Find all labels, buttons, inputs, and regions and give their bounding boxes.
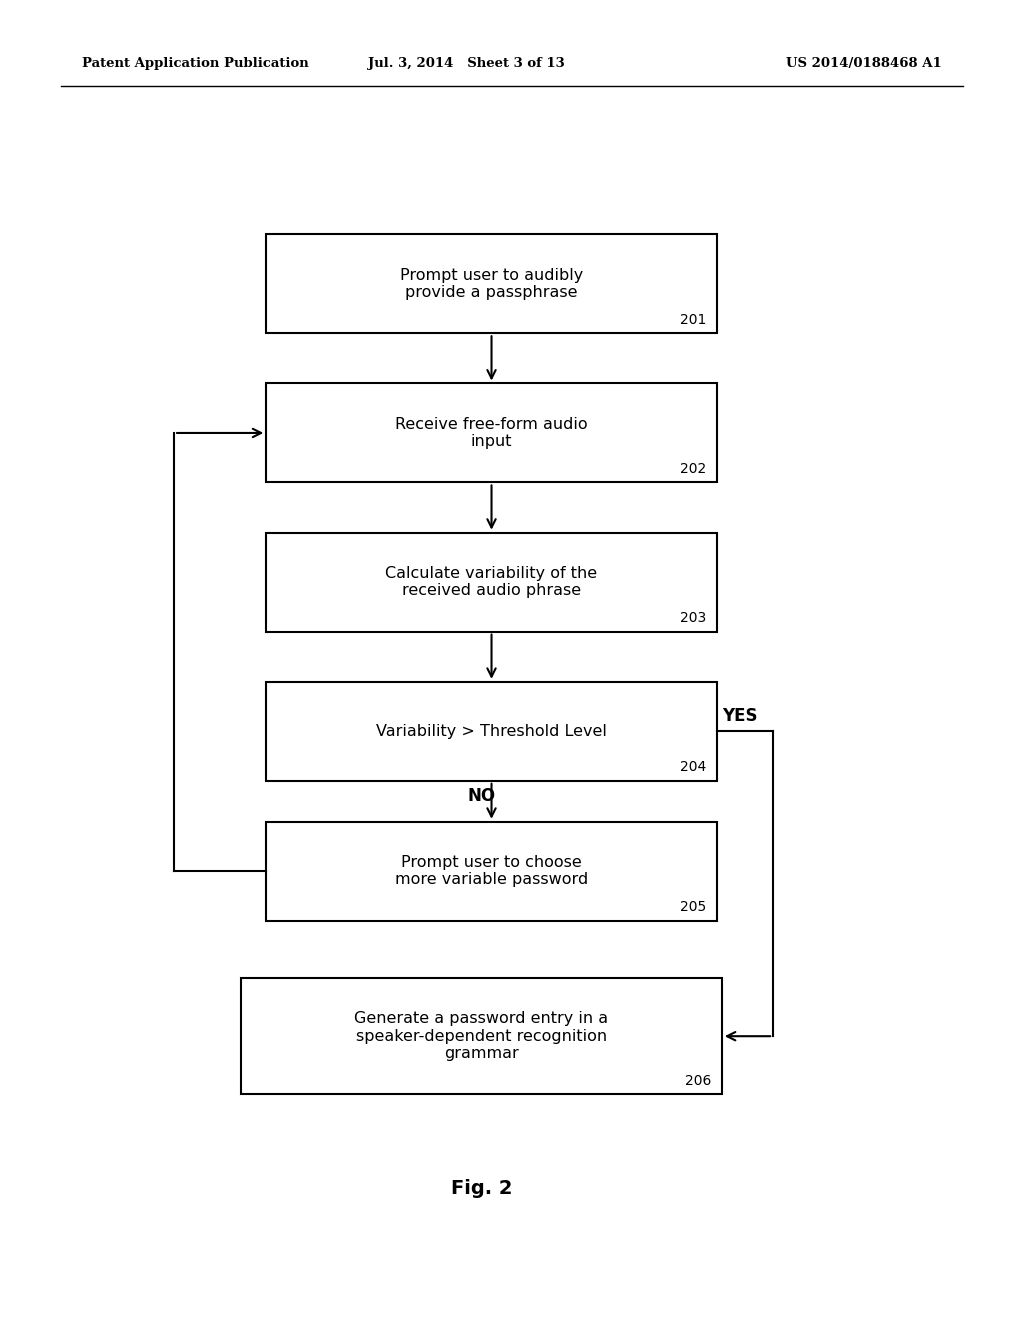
Text: 201: 201: [680, 313, 707, 326]
Text: NO: NO: [467, 787, 496, 805]
Text: Jul. 3, 2014   Sheet 3 of 13: Jul. 3, 2014 Sheet 3 of 13: [368, 57, 564, 70]
Bar: [266, 681, 717, 780]
Text: Receive free-form audio
input: Receive free-form audio input: [395, 417, 588, 449]
Text: 202: 202: [680, 462, 707, 475]
Bar: [266, 383, 717, 482]
Text: 205: 205: [680, 900, 707, 913]
Bar: [266, 532, 717, 631]
Text: 206: 206: [685, 1073, 712, 1088]
Text: 203: 203: [680, 611, 707, 624]
Text: Fig. 2: Fig. 2: [451, 1179, 512, 1197]
Text: YES: YES: [722, 706, 758, 725]
Text: Calculate variability of the
received audio phrase: Calculate variability of the received au…: [385, 566, 598, 598]
Bar: [266, 235, 717, 333]
Text: Variability > Threshold Level: Variability > Threshold Level: [376, 723, 607, 739]
Text: Prompt user to audibly
provide a passphrase: Prompt user to audibly provide a passphr…: [400, 268, 583, 300]
Bar: [266, 821, 717, 921]
Bar: [241, 978, 722, 1094]
Text: Prompt user to choose
more variable password: Prompt user to choose more variable pass…: [395, 855, 588, 887]
Text: Patent Application Publication: Patent Application Publication: [82, 57, 308, 70]
Text: 204: 204: [680, 760, 707, 774]
Text: US 2014/0188468 A1: US 2014/0188468 A1: [786, 57, 942, 70]
Text: Generate a password entry in a
speaker-dependent recognition
grammar: Generate a password entry in a speaker-d…: [354, 1011, 608, 1061]
